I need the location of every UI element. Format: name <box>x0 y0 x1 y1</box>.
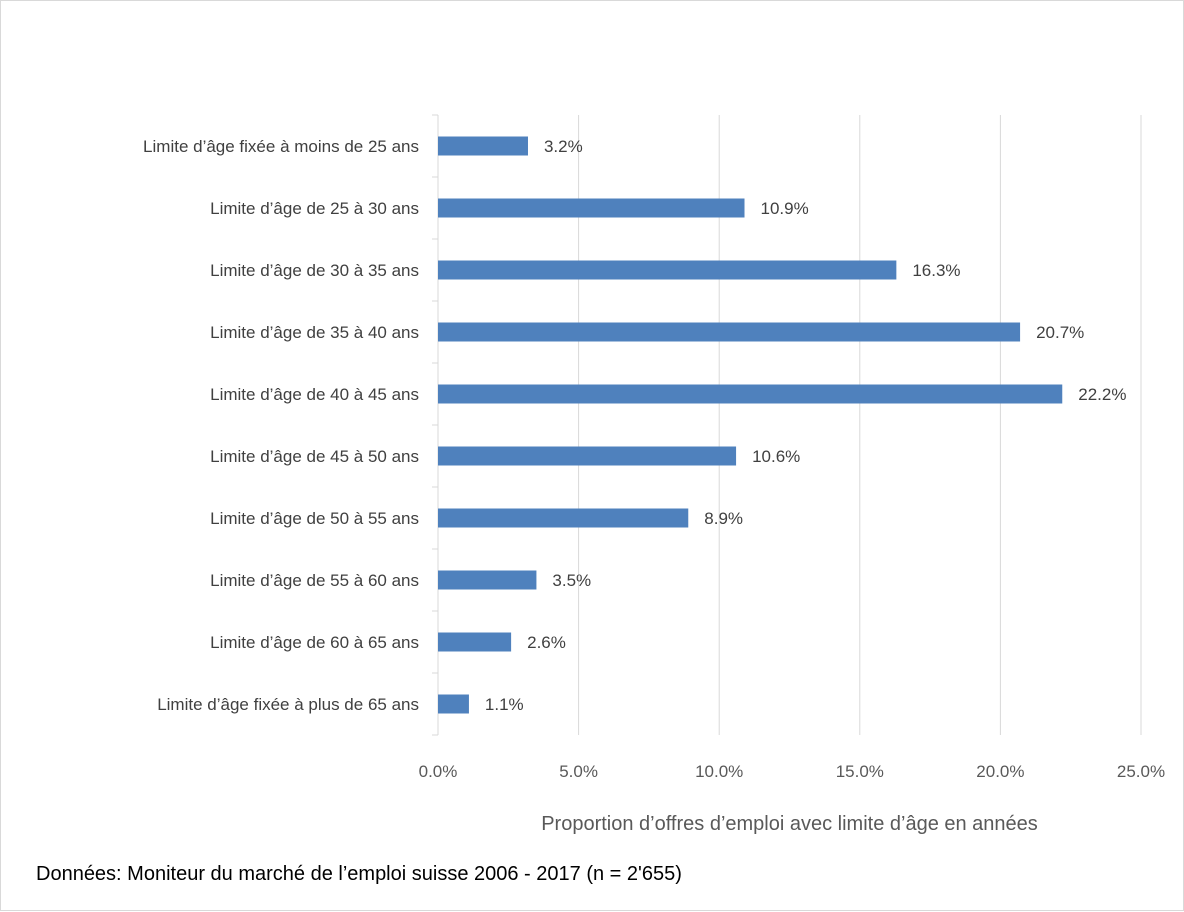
bar <box>438 508 689 528</box>
x-tick-label: 5.0% <box>559 762 598 781</box>
bar <box>438 694 469 714</box>
bar <box>438 198 745 218</box>
category-label: Limite d’âge de 35 à 40 ans <box>210 323 419 342</box>
x-tick-labels: 0.0% 5.0% 10.0% 15.0% 20.0% 25.0% <box>419 762 1165 781</box>
category-label: Limite d’âge de 55 à 60 ans <box>210 571 419 590</box>
bar <box>438 384 1063 404</box>
x-axis-title: Proportion d’offres d’emploi avec limite… <box>541 813 1038 835</box>
bar <box>438 322 1021 342</box>
data-label: 2.6% <box>527 633 566 652</box>
x-tick-label: 10.0% <box>695 762 743 781</box>
x-tick-label: 0.0% <box>419 762 458 781</box>
bar <box>438 260 897 280</box>
category-label: Limite d’âge de 25 à 30 ans <box>210 199 419 218</box>
data-label: 10.6% <box>752 447 800 466</box>
category-label: Limite d’âge de 30 à 35 ans <box>210 261 419 280</box>
x-tick-label: 25.0% <box>1117 762 1165 781</box>
data-label: 22.2% <box>1078 385 1126 404</box>
x-tick-label: 20.0% <box>976 762 1024 781</box>
category-label: Limite d’âge de 40 à 45 ans <box>210 385 419 404</box>
x-tick-label: 15.0% <box>836 762 884 781</box>
category-label: Limite d’âge de 60 à 65 ans <box>210 633 419 652</box>
data-label: 8.9% <box>704 509 743 528</box>
bar <box>438 570 537 590</box>
data-label: 3.5% <box>552 571 591 590</box>
bar <box>438 632 512 652</box>
category-label: Limite d’âge de 50 à 55 ans <box>210 509 419 528</box>
data-label: 1.1% <box>485 695 524 714</box>
bar <box>438 446 737 466</box>
category-label: Limite d’âge fixée à plus de 65 ans <box>157 695 419 714</box>
data-label: 10.9% <box>761 199 809 218</box>
bar <box>438 136 528 156</box>
bars <box>438 136 1063 714</box>
category-labels: Limite d’âge fixée à moins de 25 ans Limi… <box>143 137 419 714</box>
gridlines <box>578 115 1142 735</box>
data-labels: 3.2% 10.9% 16.3% 20.7% 22.2% 10.6% 8.9% 3.5% 2.6… <box>485 137 1127 714</box>
source-note: Données: Moniteur du marché de l’emploi … <box>36 863 682 885</box>
category-label: Limite d’âge de 45 à 50 ans <box>210 447 419 466</box>
data-label: 16.3% <box>912 261 960 280</box>
category-label: Limite d’âge fixée à moins de 25 ans <box>143 137 419 156</box>
category-axis <box>432 114 439 736</box>
data-label: 20.7% <box>1036 323 1084 342</box>
data-label: 3.2% <box>544 137 583 156</box>
